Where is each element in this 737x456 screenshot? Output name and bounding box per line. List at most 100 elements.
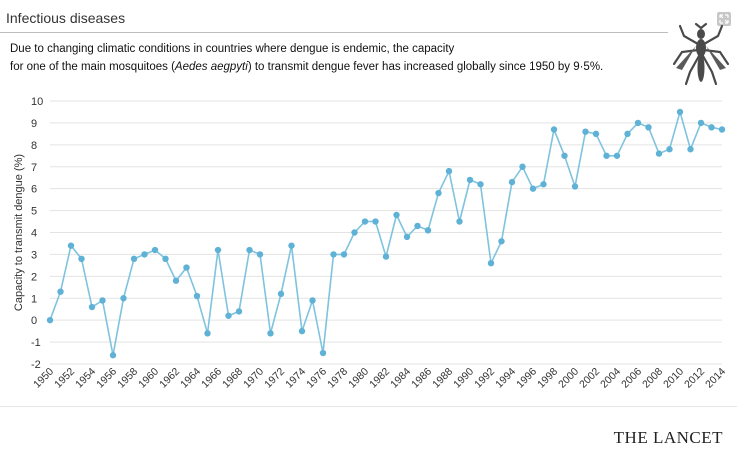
data-point (99, 297, 106, 304)
data-point (634, 119, 642, 127)
x-tick-label: 1998 (535, 366, 560, 391)
data-point (235, 308, 243, 315)
data-point (57, 288, 64, 295)
description-line-2-prefix: for one of the main mosquitoes ( (10, 61, 175, 73)
data-point (624, 130, 631, 138)
x-tick-label: 1976 (304, 366, 329, 391)
x-tick-label: 1974 (283, 366, 308, 391)
y-tick-label: 7 (31, 162, 37, 174)
footer-divider (0, 406, 737, 407)
data-point (319, 349, 327, 357)
data-point (130, 255, 138, 262)
data-point (393, 211, 400, 219)
data-point (414, 222, 421, 230)
x-tick-label: 1982 (367, 366, 392, 391)
publisher-logo: THE LANCET (613, 428, 723, 447)
x-tick-label: 1956 (94, 366, 119, 391)
x-tick-label: 2002 (577, 366, 602, 391)
data-point (477, 181, 484, 188)
data-point (655, 150, 663, 157)
x-tick-label: 1994 (493, 366, 518, 391)
data-point (676, 108, 684, 116)
y-tick-label: -2 (31, 359, 41, 371)
y-tick-label: 2 (31, 271, 37, 283)
header-title: Infectious diseases (6, 10, 126, 26)
header: Infectious diseases (0, 0, 737, 33)
data-point (403, 233, 411, 241)
y-tick-label: -1 (31, 337, 41, 349)
data-point (246, 246, 253, 254)
data-point (330, 251, 337, 258)
data-point (697, 119, 705, 127)
series-line (49, 109, 723, 356)
data-point (214, 246, 222, 254)
data-point (277, 290, 285, 298)
y-tick-label: 1 (31, 293, 37, 305)
data-point (151, 246, 159, 254)
y-tick-label: 4 (31, 228, 37, 240)
data-point (183, 264, 190, 271)
x-tick-label: 1992 (472, 366, 497, 391)
data-point (424, 227, 432, 234)
y-axis-label: Capacity to transmit dengue (%) (13, 154, 25, 311)
x-tick-label: 1970 (241, 366, 266, 391)
x-tick-label: 2008 (640, 366, 665, 391)
x-tick-label: 1952 (52, 366, 77, 391)
data-point (267, 330, 274, 337)
data-point (571, 183, 579, 190)
data-point (550, 126, 558, 133)
x-tick-label: 1986 (409, 366, 434, 391)
data-point (708, 124, 715, 131)
x-tick-label: 1984 (388, 366, 413, 391)
data-point (141, 251, 148, 258)
data-point (498, 238, 505, 245)
data-point (204, 330, 211, 337)
data-point (540, 181, 547, 188)
data-point (561, 152, 568, 159)
data-point (298, 327, 306, 335)
data-point (519, 163, 526, 170)
x-tick-label: 2014 (703, 366, 728, 391)
data-point (372, 218, 379, 225)
data-point (361, 218, 369, 225)
data-point (109, 352, 117, 359)
x-tick-label: 1972 (262, 366, 287, 391)
description-line-2: for one of the main mosquitoes (Aedes ae… (10, 58, 650, 76)
data-point (613, 152, 621, 159)
data-point (351, 229, 358, 236)
x-tick-label: 1964 (178, 366, 203, 391)
x-tick-label: 2004 (598, 366, 623, 391)
line-chart: -2 -1 0 1 2 3 4 5 6 7 8 9 10 Capacity to transmit den… (13, 96, 728, 391)
y-tick-label: 6 (31, 184, 37, 196)
data-point (529, 185, 537, 192)
data-point (67, 242, 75, 249)
y-tick-label: 3 (31, 249, 37, 261)
expand-icon[interactable] (717, 12, 731, 26)
x-tick-label: 1996 (514, 366, 539, 391)
x-tick-label: 1990 (451, 366, 476, 391)
data-point (193, 292, 201, 300)
data-point (718, 126, 726, 133)
x-tick-label: 1968 (220, 366, 245, 391)
x-tick-label: 2000 (556, 366, 581, 391)
y-tick-label: 10 (31, 96, 43, 108)
chart-description: Due to changing climatic conditions in c… (10, 40, 650, 76)
x-tick-label: 1962 (157, 366, 182, 391)
data-point (46, 316, 54, 324)
data-point (445, 167, 453, 175)
y-tick-label: 5 (31, 206, 37, 218)
header-divider (0, 32, 668, 33)
x-tick-label: 2012 (682, 366, 707, 391)
data-point (120, 295, 127, 302)
y-tick-label: 9 (31, 118, 37, 130)
description-species: Aedes aegpyti (174, 61, 248, 73)
data-point (78, 255, 85, 262)
x-tick-label: 1980 (346, 366, 371, 391)
y-tick-label: 0 (31, 315, 37, 327)
data-point (592, 130, 600, 138)
x-tick-label: 1960 (136, 366, 161, 391)
x-tick-label: 2010 (661, 366, 686, 391)
x-tick-label: 1978 (325, 366, 350, 391)
x-tick-label: 1966 (199, 366, 224, 391)
mosquito-icon (672, 22, 730, 86)
